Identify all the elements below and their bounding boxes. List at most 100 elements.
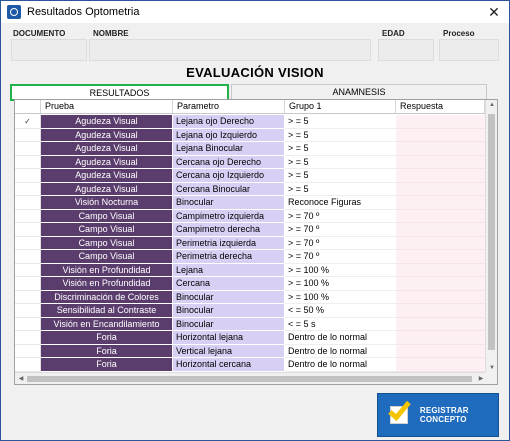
table-row[interactable]: Visión en Profundidad Lejana > = 100 % — [15, 263, 485, 277]
app-icon — [7, 5, 21, 19]
table-row[interactable]: Campo Visual Perimetria derecha > = 70 º — [15, 250, 485, 264]
horizontal-scroll-thumb[interactable] — [27, 376, 472, 382]
close-button[interactable]: ✕ — [488, 4, 500, 20]
row-selector[interactable] — [15, 155, 41, 169]
table-row[interactable]: Campo Visual Perimetria izquierda > = 70 º — [15, 236, 485, 250]
column-header-select[interactable] — [15, 100, 41, 113]
nombre-field[interactable] — [89, 39, 371, 61]
cell-respuesta[interactable] — [396, 277, 485, 291]
row-selector[interactable] — [15, 182, 41, 196]
row-selector[interactable] — [15, 317, 41, 331]
cell-prueba: Agudeza Visual — [41, 155, 173, 169]
row-selector[interactable] — [15, 128, 41, 142]
page-title: EVALUACIÓN VISION — [186, 65, 324, 80]
column-header-grupo[interactable]: Grupo 1 — [285, 100, 396, 113]
cell-parametro: Campimetro derecha — [173, 223, 285, 237]
cell-respuesta[interactable] — [396, 250, 485, 264]
row-selector[interactable] — [15, 304, 41, 318]
cell-prueba: Visión en Encandilamiento — [41, 317, 173, 331]
table-row[interactable]: Agudeza Visual Lejana ojo Izquierdo > = 5 — [15, 128, 485, 142]
cell-grupo: Reconoce Figuras — [285, 196, 396, 210]
column-header-prueba[interactable]: Prueba — [41, 100, 173, 113]
cell-parametro: Perimetria derecha — [173, 250, 285, 264]
cell-respuesta[interactable] — [396, 304, 485, 318]
table-row[interactable]: Sensibilidad al Contraste Binocular < = 50… — [15, 304, 485, 318]
table-row[interactable]: Foria Horizontal lejana Dentro de lo norma… — [15, 331, 485, 345]
row-selector[interactable] — [15, 358, 41, 372]
table-row[interactable]: Visión en Encandilamiento Binocular < = 5 … — [15, 317, 485, 331]
cell-respuesta[interactable] — [396, 169, 485, 183]
cell-respuesta[interactable] — [396, 182, 485, 196]
cell-respuesta[interactable] — [396, 142, 485, 156]
row-selector[interactable] — [15, 290, 41, 304]
row-selector[interactable] — [15, 250, 41, 264]
table-row[interactable]: Campo Visual Campimetro derecha > = 70 º — [15, 223, 485, 237]
table-row[interactable]: Campo Visual Campimetro izquierda > = 70 º — [15, 209, 485, 223]
table-row[interactable]: Agudeza Visual Lejana Binocular > = 5 — [15, 142, 485, 156]
table-row[interactable]: Visión en Profundidad Cercana > = 100 % — [15, 277, 485, 291]
cell-grupo: > = 70 º — [285, 236, 396, 250]
row-selector[interactable] — [15, 196, 41, 210]
row-selector[interactable] — [15, 277, 41, 291]
table-row[interactable]: Agudeza Visual Cercana ojo Izquierdo > = 5 — [15, 169, 485, 183]
cell-grupo: Dentro de lo normal — [285, 331, 396, 345]
cell-grupo: > = 5 — [285, 142, 396, 156]
cell-grupo: < = 50 % — [285, 304, 396, 318]
cell-respuesta[interactable] — [396, 358, 485, 372]
table-row[interactable]: Foria Horizontal cercana Dentro de lo norm… — [15, 358, 485, 372]
proceso-field[interactable] — [439, 39, 499, 61]
cell-respuesta[interactable] — [396, 209, 485, 223]
table-row[interactable]: Visión Nocturna Binocular Reconoce Figuras — [15, 196, 485, 210]
vertical-scroll-thumb[interactable] — [488, 114, 495, 350]
cell-respuesta[interactable] — [396, 263, 485, 277]
cell-respuesta[interactable] — [396, 196, 485, 210]
cell-respuesta[interactable] — [396, 331, 485, 345]
table-row[interactable]: Foria Vertical lejana Dentro de lo normal — [15, 344, 485, 358]
column-header-parametro[interactable]: Parametro — [173, 100, 285, 113]
row-selector[interactable] — [15, 169, 41, 183]
row-selector[interactable] — [15, 209, 41, 223]
row-selector[interactable] — [15, 223, 41, 237]
cell-parametro: Binocular — [173, 196, 285, 210]
documento-field[interactable] — [11, 39, 87, 61]
cell-respuesta[interactable] — [396, 128, 485, 142]
cell-prueba: Sensibilidad al Contraste — [41, 304, 173, 318]
cell-respuesta[interactable] — [396, 223, 485, 237]
row-selector[interactable] — [15, 331, 41, 345]
scroll-down-icon[interactable]: ▼ — [489, 365, 495, 371]
proceso-label: Proceso — [443, 29, 475, 38]
checkmark-icon — [388, 397, 412, 430]
table-row[interactable]: ✓ Agudeza Visual Lejana ojo Derecho > = 5 — [15, 115, 485, 129]
cell-prueba: Foria — [41, 344, 173, 358]
scroll-right-icon[interactable]: ▶ — [478, 376, 484, 382]
scroll-up-icon[interactable]: ▲ — [489, 102, 495, 108]
row-selector[interactable] — [15, 263, 41, 277]
register-concept-button[interactable]: REGISTRAR CONCEPTO — [377, 393, 499, 437]
cell-respuesta[interactable] — [396, 236, 485, 250]
edad-field[interactable] — [378, 39, 434, 61]
table-row[interactable]: Agudeza Visual Cercana Binocular > = 5 — [15, 182, 485, 196]
cell-respuesta[interactable] — [396, 290, 485, 304]
cell-parametro: Cercana ojo Izquierdo — [173, 169, 285, 183]
vertical-scrollbar[interactable]: ▲ ▼ — [485, 100, 497, 373]
cell-grupo: > = 5 — [285, 182, 396, 196]
cell-respuesta[interactable] — [396, 115, 485, 129]
scroll-left-icon[interactable]: ◀ — [18, 376, 24, 382]
cell-respuesta[interactable] — [396, 344, 485, 358]
row-selector[interactable] — [15, 142, 41, 156]
row-selector[interactable]: ✓ — [15, 115, 41, 129]
horizontal-scrollbar[interactable]: ◀ ▶ — [15, 372, 487, 384]
row-selector[interactable] — [15, 236, 41, 250]
table-row[interactable]: Discriminación de Colores Binocular > = 10… — [15, 290, 485, 304]
register-concept-label: REGISTRAR CONCEPTO — [419, 406, 469, 424]
cell-parametro: Vertical lejana — [173, 344, 285, 358]
cell-respuesta[interactable] — [396, 317, 485, 331]
cell-respuesta[interactable] — [396, 155, 485, 169]
column-header-respuesta[interactable]: Respuesta — [396, 100, 485, 113]
cell-grupo: > = 70 º — [285, 250, 396, 264]
row-selector[interactable] — [15, 344, 41, 358]
cell-parametro: Lejana Binocular — [173, 142, 285, 156]
tab-anamnesis[interactable]: ANAMNESIS — [231, 84, 487, 101]
table-row[interactable]: Agudeza Visual Cercana ojo Derecho > = 5 — [15, 155, 485, 169]
cell-prueba: Agudeza Visual — [41, 142, 173, 156]
